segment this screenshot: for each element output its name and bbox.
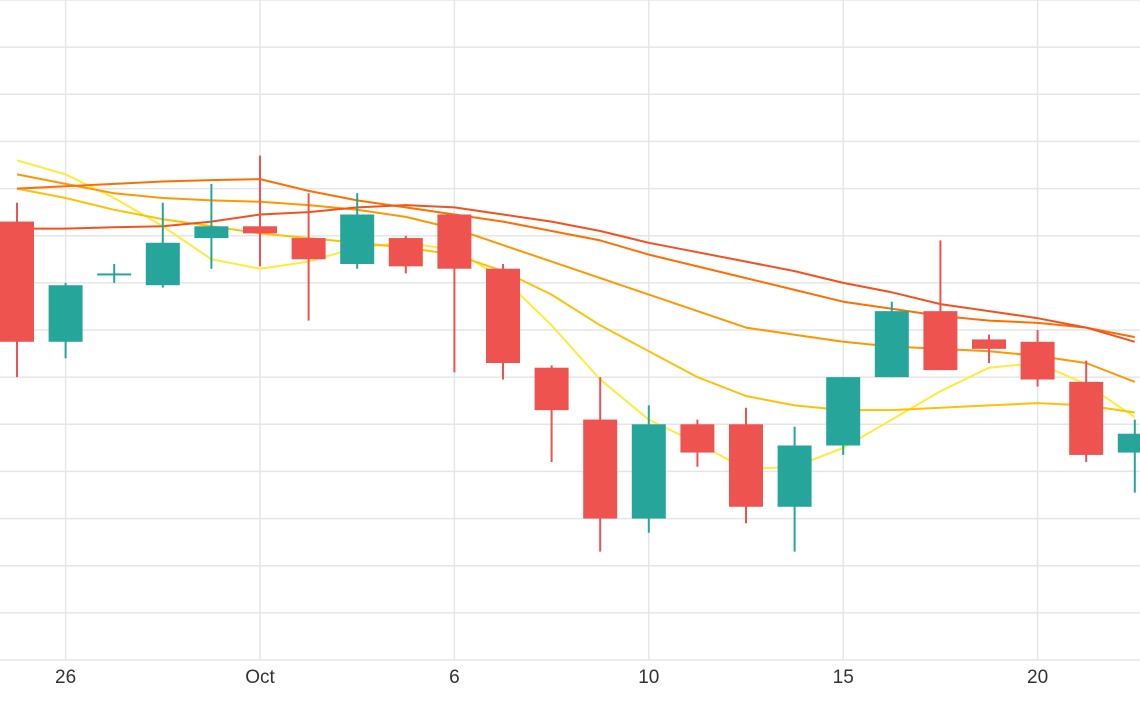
candle xyxy=(0,202,34,378)
candle xyxy=(534,365,569,462)
candle xyxy=(48,282,83,359)
x-tick-label: 6 xyxy=(449,667,460,688)
candle xyxy=(583,377,618,552)
candle xyxy=(340,193,375,269)
candle xyxy=(97,264,132,283)
candle-body-down xyxy=(388,238,423,267)
moving-average-line xyxy=(17,204,1136,343)
x-tick-label: 10 xyxy=(638,667,659,688)
candle-body-down xyxy=(1069,381,1104,455)
candle-body-up xyxy=(97,273,132,276)
candle xyxy=(680,419,715,467)
candle-body-up xyxy=(826,377,861,446)
candle xyxy=(291,193,326,321)
candle xyxy=(972,334,1006,363)
candle xyxy=(194,183,229,269)
candle xyxy=(874,301,909,378)
x-tick-label: 20 xyxy=(1027,667,1048,688)
candle xyxy=(1069,360,1104,462)
candle-body-up xyxy=(631,424,666,519)
candle xyxy=(486,264,520,380)
candle-body-up xyxy=(874,311,909,378)
candle-body-up xyxy=(340,214,375,264)
candle-body-down xyxy=(534,367,569,411)
candle xyxy=(729,407,763,524)
candle-body-down xyxy=(680,424,715,453)
candle-body-down xyxy=(583,419,618,519)
candle-body-down xyxy=(0,221,34,342)
moving-average-line xyxy=(16,187,1135,414)
candle xyxy=(1020,330,1055,387)
candle-body-down xyxy=(437,214,472,269)
candle-body-up xyxy=(194,226,229,239)
candle xyxy=(777,426,812,552)
candle xyxy=(243,155,277,267)
candle-body-up xyxy=(1117,433,1140,453)
candle-body-down xyxy=(923,311,958,371)
candle-body-up xyxy=(145,242,180,286)
moving-average-line xyxy=(16,159,1136,471)
candle-body-down xyxy=(1020,341,1055,380)
candle-body-down xyxy=(243,226,277,234)
x-axis-tick-labels: 26 Oct 6 10 15 20 xyxy=(55,667,1048,688)
candle-body-down xyxy=(972,339,1006,349)
candle xyxy=(631,405,666,533)
candle xyxy=(145,202,180,288)
candle xyxy=(388,235,423,274)
candles xyxy=(0,155,1140,552)
candle-body-up xyxy=(48,285,83,342)
candle xyxy=(437,214,472,373)
candle xyxy=(923,240,958,371)
horizontal-gridlines xyxy=(0,0,1140,661)
x-tick-label: 15 xyxy=(833,667,854,688)
candle-body-down xyxy=(729,424,763,507)
candle-body-up xyxy=(777,445,812,507)
candle-body-down xyxy=(291,238,326,260)
candle xyxy=(826,377,861,455)
x-tick-label: 26 xyxy=(55,667,76,688)
candle xyxy=(1117,419,1140,493)
x-tick-label: Oct xyxy=(245,667,275,688)
candle-body-down xyxy=(486,268,520,363)
